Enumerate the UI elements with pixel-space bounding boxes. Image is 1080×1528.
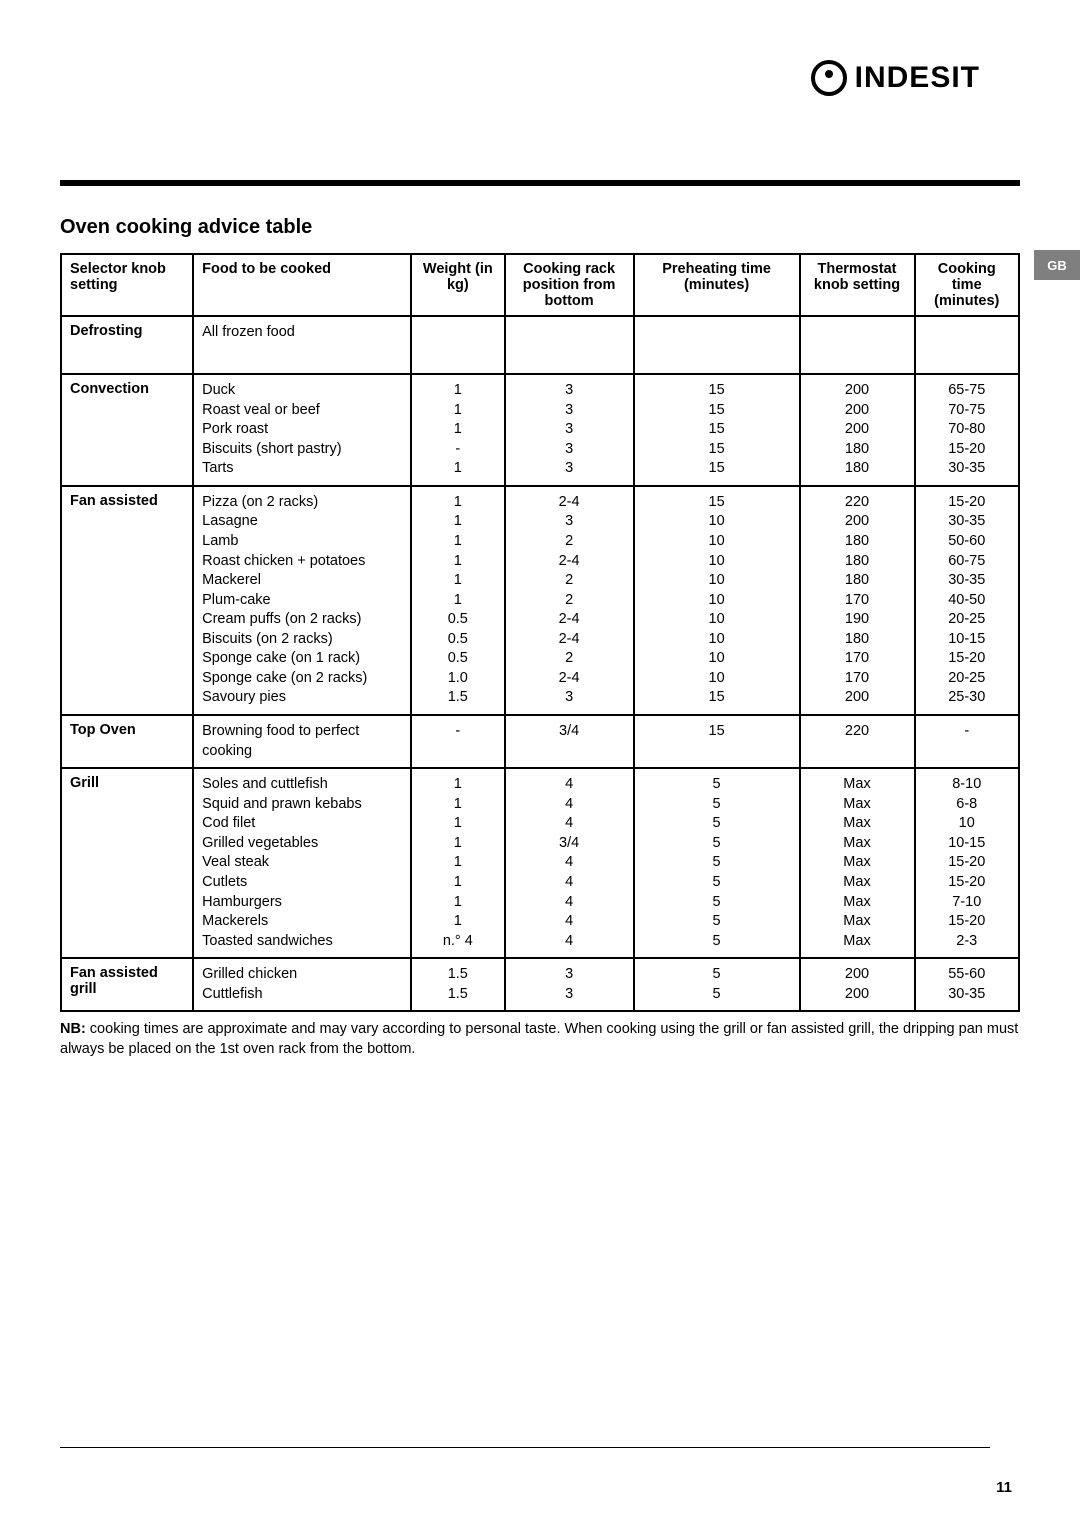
- page: INDESIT GB Oven cooking advice table Sel…: [0, 0, 1080, 1528]
- table-row: Fan assisted Pizza (on 2 racks) Lasagne …: [61, 486, 1019, 715]
- mode-cell: Convection: [61, 374, 193, 486]
- preheat-cell: 15: [634, 715, 800, 768]
- time-cell: 15-20 30-35 50-60 60-75 30-35 40-50 20-2…: [915, 486, 1020, 715]
- footnote: NB: cooking times are approximate and ma…: [60, 1020, 1020, 1059]
- table-header-row: Selector knob setting Food to be cooked …: [61, 254, 1019, 316]
- time-cell: -: [915, 715, 1020, 768]
- weight-cell: -: [411, 715, 504, 768]
- thermostat-cell: 220 200 180 180 180 170 190 180 170 170 …: [800, 486, 915, 715]
- mode-cell: Top Oven: [61, 715, 193, 768]
- weight-cell: 1 1 1 - 1: [411, 374, 504, 486]
- footnote-label: NB:: [60, 1021, 86, 1037]
- weight-cell: 1.5 1.5: [411, 958, 504, 1011]
- time-cell: 55-60 30-35: [915, 958, 1020, 1011]
- food-cell: Browning food to perfect cooking: [193, 715, 411, 768]
- page-number: 11: [996, 1479, 1012, 1496]
- col-header-thermostat: Thermostat knob setting: [800, 254, 915, 316]
- thermostat-cell: 200 200: [800, 958, 915, 1011]
- mode-cell: Defrosting: [61, 316, 193, 374]
- brand-logo-dot-icon: [825, 70, 833, 78]
- footer-rule: [60, 1447, 990, 1449]
- time-cell: 8-10 6-8 10 10-15 15-20 15-20 7-10 15-20…: [915, 768, 1020, 958]
- time-cell: [915, 316, 1020, 374]
- col-header-weight: Weight (in kg): [411, 254, 504, 316]
- brand-logo-icon: [811, 60, 847, 96]
- time-cell: 65-75 70-75 70-80 15-20 30-35: [915, 374, 1020, 486]
- rack-cell: [505, 316, 634, 374]
- thermostat-cell: 200 200 200 180 180: [800, 374, 915, 486]
- thermostat-cell: [800, 316, 915, 374]
- food-cell: All frozen food: [193, 316, 411, 374]
- thermostat-cell: Max Max Max Max Max Max Max Max Max: [800, 768, 915, 958]
- cooking-advice-table: Selector knob setting Food to be cooked …: [60, 253, 1020, 1012]
- col-header-food: Food to be cooked: [193, 254, 411, 316]
- table-row: Top Oven Browning food to perfect cookin…: [61, 715, 1019, 768]
- mode-cell: Fan assisted: [61, 486, 193, 715]
- rack-cell: 4 4 4 3/4 4 4 4 4 4: [505, 768, 634, 958]
- header-rule: [60, 180, 1020, 186]
- col-header-rack: Cooking rack position from bottom: [505, 254, 634, 316]
- brand-logo: INDESIT: [811, 60, 980, 96]
- col-header-preheat: Preheating time (minutes): [634, 254, 800, 316]
- preheat-cell: 15 10 10 10 10 10 10 10 10 10 15: [634, 486, 800, 715]
- table-title: Oven cooking advice table: [60, 216, 1020, 239]
- weight-cell: 1 1 1 1 1 1 0.5 0.5 0.5 1.0 1.5: [411, 486, 504, 715]
- rack-cell: 2-4 3 2 2-4 2 2 2-4 2-4 2 2-4 3: [505, 486, 634, 715]
- brand-text: INDESIT: [855, 61, 980, 95]
- table-row: Fan assisted grill Grilled chicken Cuttl…: [61, 958, 1019, 1011]
- table-row: Grill Soles and cuttlefish Squid and pra…: [61, 768, 1019, 958]
- col-header-selector: Selector knob setting: [61, 254, 193, 316]
- weight-cell: 1 1 1 1 1 1 1 1 n.° 4: [411, 768, 504, 958]
- footnote-text: cooking times are approximate and may va…: [60, 1021, 1018, 1057]
- preheat-cell: 5 5: [634, 958, 800, 1011]
- food-cell: Soles and cuttlefish Squid and prawn keb…: [193, 768, 411, 958]
- preheat-cell: 5 5 5 5 5 5 5 5 5: [634, 768, 800, 958]
- food-cell: Duck Roast veal or beef Pork roast Biscu…: [193, 374, 411, 486]
- table-row: Convection Duck Roast veal or beef Pork …: [61, 374, 1019, 486]
- mode-cell: Grill: [61, 768, 193, 958]
- mode-cell: Fan assisted grill: [61, 958, 193, 1011]
- rack-cell: 3/4: [505, 715, 634, 768]
- thermostat-cell: 220: [800, 715, 915, 768]
- food-cell: Pizza (on 2 racks) Lasagne Lamb Roast ch…: [193, 486, 411, 715]
- language-tab: GB: [1034, 250, 1080, 280]
- rack-cell: 3 3 3 3 3: [505, 374, 634, 486]
- weight-cell: [411, 316, 504, 374]
- rack-cell: 3 3: [505, 958, 634, 1011]
- table-row: Defrosting All frozen food: [61, 316, 1019, 374]
- col-header-time: Cooking time (minutes): [915, 254, 1020, 316]
- preheat-cell: 15 15 15 15 15: [634, 374, 800, 486]
- food-cell: Grilled chicken Cuttlefish: [193, 958, 411, 1011]
- preheat-cell: [634, 316, 800, 374]
